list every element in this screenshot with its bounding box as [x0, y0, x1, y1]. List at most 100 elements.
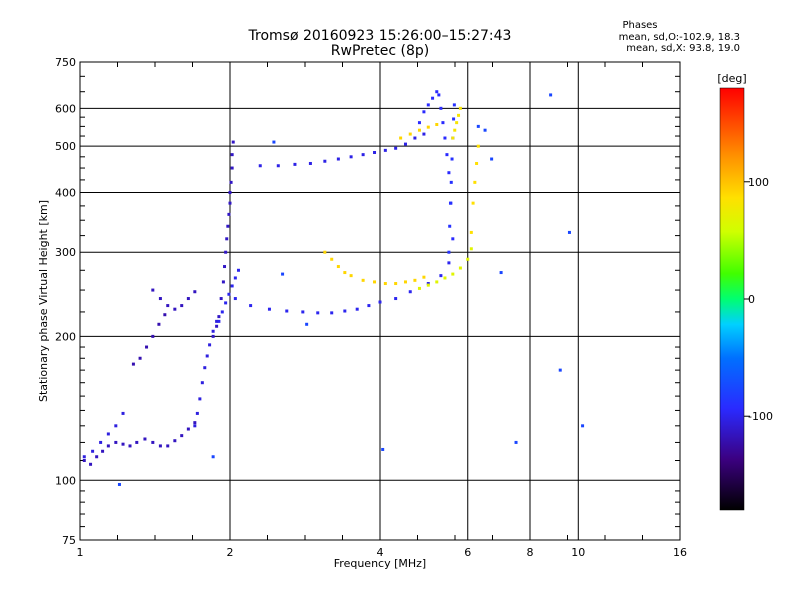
data-point [447, 261, 451, 265]
data-point [439, 274, 443, 278]
data-point [131, 362, 135, 366]
data-point [230, 284, 234, 288]
data-point [435, 280, 439, 284]
data-point [413, 278, 417, 282]
data-point [394, 297, 398, 301]
data-point [227, 292, 231, 296]
data-point [173, 307, 177, 311]
data-point [422, 132, 426, 136]
data-point [249, 304, 253, 308]
data-point [439, 106, 443, 110]
data-point [308, 161, 312, 165]
data-point [229, 180, 233, 184]
data-point [422, 110, 426, 114]
data-point [223, 265, 227, 269]
data-point [445, 153, 449, 157]
data-point [549, 93, 553, 97]
data-point [450, 157, 454, 161]
data-point [89, 462, 93, 466]
data-point [483, 128, 487, 132]
phases-title: Phases [622, 20, 658, 31]
data-point [200, 381, 204, 385]
data-point [473, 180, 477, 184]
data-point [143, 437, 147, 441]
y-axis-label: Stationary phase Virtual Height [km] [37, 200, 50, 402]
data-point [173, 439, 177, 443]
data-point [330, 257, 334, 261]
data-point [114, 440, 118, 444]
data-point [452, 103, 456, 107]
data-point [373, 280, 377, 284]
data-point [285, 309, 289, 313]
data-point [448, 201, 452, 205]
data-point [180, 304, 184, 308]
y-tick-labels: 75 100 200 300 400 500 600 750 [55, 56, 76, 547]
data-point [469, 230, 473, 234]
data-point [458, 106, 462, 110]
data-point [449, 180, 453, 184]
data-point [426, 282, 430, 286]
data-point [166, 304, 170, 308]
data-point [219, 297, 223, 301]
data-point [121, 442, 125, 446]
data-point [151, 288, 155, 292]
data-point [195, 411, 199, 415]
grid-lines [80, 62, 680, 540]
data-point [228, 201, 232, 205]
data-point [426, 283, 430, 287]
data-point [443, 136, 447, 140]
data-point [186, 427, 190, 431]
data-point [106, 444, 110, 448]
data-point [215, 324, 219, 328]
data-point [220, 310, 224, 314]
data-point [558, 368, 562, 372]
phase-o-stats: mean, sd,O:-102.9, 18.3 [618, 32, 740, 43]
data-point [471, 201, 475, 205]
chart-title: Tromsø 20160923 15:26:00–15:27:43 [248, 28, 512, 44]
data-point [293, 162, 297, 166]
data-point [106, 432, 110, 436]
data-point [458, 266, 462, 270]
data-point [233, 276, 237, 280]
colorbar-label: [deg] [717, 72, 746, 85]
data-point [373, 150, 377, 154]
data-point [448, 224, 452, 228]
data-point [224, 250, 228, 254]
data-point [151, 334, 155, 338]
y-tick-label: 600 [55, 102, 76, 115]
axis-ticks [79, 62, 681, 540]
data-point [166, 444, 170, 448]
data-point [114, 424, 118, 428]
data-point [349, 155, 353, 159]
data-point [431, 96, 435, 100]
colorbar-tick-label: 0 [748, 293, 755, 306]
data-point [163, 313, 167, 317]
data-point [226, 224, 230, 228]
data-point [145, 345, 149, 349]
x-tick-label: 10 [571, 546, 585, 559]
data-point [443, 276, 447, 280]
data-point [236, 268, 240, 272]
data-point [435, 90, 439, 94]
x-tick-labels: 1 2 4 6 8 10 16 [77, 546, 688, 559]
data-point [224, 301, 228, 305]
data-point [203, 366, 207, 370]
data-point [231, 140, 235, 144]
y-tick-label: 400 [55, 186, 76, 199]
data-point [121, 411, 125, 415]
data-point [305, 322, 309, 326]
data-point [272, 140, 276, 144]
y-tick-label: 100 [55, 474, 76, 487]
data-point [426, 103, 430, 107]
data-point [228, 190, 232, 194]
data-point [355, 307, 359, 311]
data-point [205, 354, 209, 358]
data-point [128, 444, 132, 448]
data-point [451, 237, 455, 241]
data-point [349, 274, 353, 278]
data-point [367, 304, 371, 308]
data-point [399, 136, 403, 140]
data-point [258, 164, 262, 168]
colorbar-tick-label: -100 [748, 410, 773, 423]
data-point [490, 157, 494, 161]
